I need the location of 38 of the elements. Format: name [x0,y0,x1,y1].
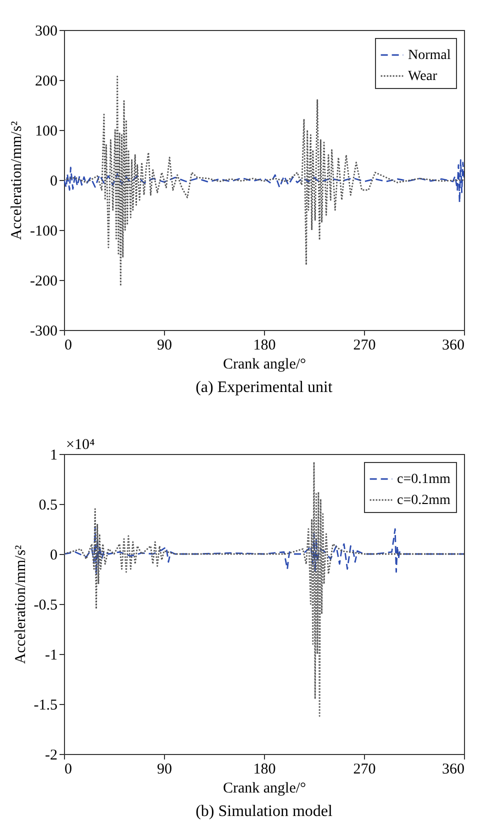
y-tick-label: 100 [35,124,58,140]
x-axis-title: Crank angle/° [222,356,306,372]
y-tick-label: 200 [35,74,58,90]
x-axis-title: Crank angle/° [222,780,306,796]
line-series [64,526,464,575]
x-tick-label: 360 [442,338,464,354]
x-tick-label: 270 [353,338,376,354]
x-tick-label: 180 [253,762,276,778]
x-tick-label: 180 [253,338,276,354]
y-tick-label: -200 [30,274,58,290]
x-tick-label: 360 [442,762,464,778]
x-tick-label: 90 [157,762,172,778]
y-tick-label: 0.5 [38,498,58,514]
y-tick-label: 0 [50,548,58,564]
y-tick-label: 0 [50,174,58,190]
y-tick-label: -300 [30,324,58,340]
y-axis-title: Acceleration/mm/s² [9,120,26,240]
text: (b) Simulation model [196,803,333,820]
y-axis-title: Acceleration/mm/s² [12,544,29,664]
legend-label: c=0.1mm [397,472,450,487]
legend-label: c=0.2mm [397,493,450,508]
y-tick-label: -0.5 [34,598,58,614]
y-tick-label: -100 [30,224,58,240]
line-series [64,461,464,717]
y-tick-label: -1 [45,648,58,664]
legend-label: Normal [408,48,451,63]
legend-label: Wear [408,69,438,84]
y-tick-label: 1 [50,448,58,464]
x-tick-label: 0 [64,762,72,778]
text: (a) Experimental unit [196,379,333,396]
x-tick-label: 270 [353,762,376,778]
y-tick-label: -1.5 [34,698,58,714]
text: ×10⁴ [66,437,95,453]
y-tick-label: -2 [45,748,58,764]
x-tick-label: 90 [157,338,172,354]
x-tick-label: 0 [64,338,72,354]
y-tick-label: 300 [35,24,58,40]
line-series [64,159,464,204]
